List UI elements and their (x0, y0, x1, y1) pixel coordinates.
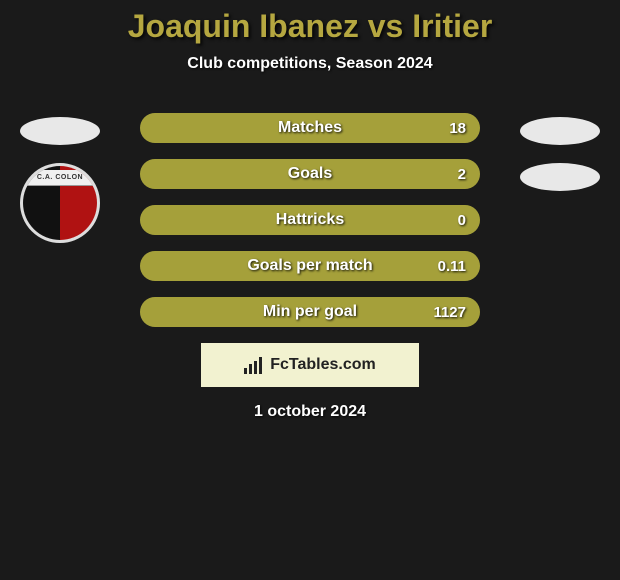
player-placeholder-oval (520, 163, 600, 191)
stat-bar: Matches18 (140, 113, 480, 143)
stat-bar-value: 0 (458, 212, 466, 229)
club-logo: C.A. COLON (20, 163, 100, 243)
stat-bar-label: Min per goal (140, 303, 480, 321)
player-placeholder-oval (20, 117, 100, 145)
date-line: 1 october 2024 (0, 403, 620, 421)
page-title: Joaquin Ibanez vs Iritier (0, 0, 620, 45)
stat-bar-value: 0.11 (438, 258, 466, 275)
stat-bar-label: Goals per match (140, 257, 480, 275)
fctables-badge: FcTables.com (201, 343, 419, 387)
stat-bar-value: 2 (458, 166, 466, 183)
stat-bar: Hattricks0 (140, 205, 480, 235)
fctables-text: FcTables.com (270, 356, 376, 374)
stat-bar-label: Goals (140, 165, 480, 183)
stat-bar-label: Hattricks (140, 211, 480, 229)
stat-bar: Goals2 (140, 159, 480, 189)
stat-bar: Min per goal1127 (140, 297, 480, 327)
page-subtitle: Club competitions, Season 2024 (0, 55, 620, 73)
stat-bar-value: 1127 (433, 304, 466, 321)
stat-bar: Goals per match0.11 (140, 251, 480, 281)
player-placeholder-oval (520, 117, 600, 145)
stat-bar-value: 18 (449, 120, 466, 137)
stat-bars: Matches18 Goals2 Hattricks0 Goals per match… (140, 113, 480, 327)
right-player-col (510, 113, 610, 209)
stat-bar-label: Matches (140, 119, 480, 137)
comparison-area: C.A. COLON Matches18 Goals2 Hattricks0 Goal… (0, 73, 620, 421)
club-logo-band: C.A. COLON (23, 170, 97, 186)
left-player-col: C.A. COLON (10, 113, 110, 247)
chart-icon (244, 356, 264, 374)
